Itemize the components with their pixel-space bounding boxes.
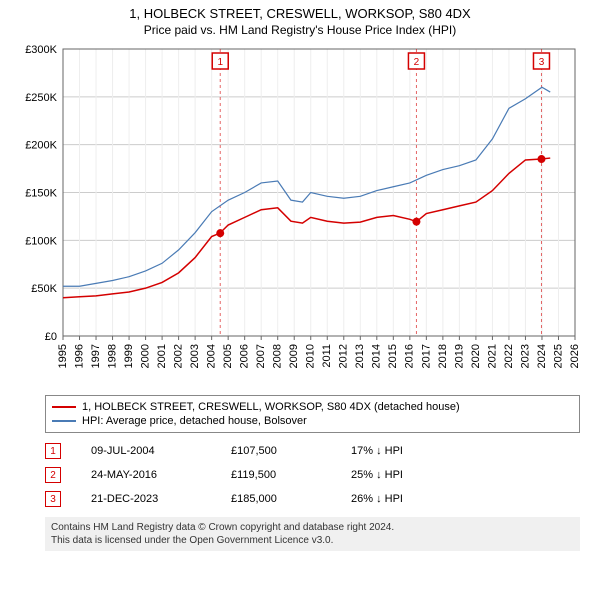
legend-label: HPI: Average price, detached house, Bols… [82,415,307,427]
legend: 1, HOLBECK STREET, CRESWELL, WORKSOP, S8… [45,395,580,433]
svg-text:2004: 2004 [206,344,218,368]
svg-text:3: 3 [539,57,545,68]
svg-text:1996: 1996 [73,344,85,368]
svg-text:2014: 2014 [371,344,383,368]
legend-label: 1, HOLBECK STREET, CRESWELL, WORKSOP, S8… [82,401,460,413]
svg-text:1995: 1995 [57,344,69,368]
svg-text:2003: 2003 [189,344,201,368]
svg-text:2005: 2005 [222,344,234,368]
footer-line: This data is licensed under the Open Gov… [51,534,574,547]
svg-text:2008: 2008 [272,344,284,368]
svg-text:2001: 2001 [156,344,168,368]
marker-badge: 1 [45,443,61,459]
svg-text:2018: 2018 [437,344,449,368]
sale-diff: 17% ↓ HPI [351,445,441,457]
svg-text:1998: 1998 [106,344,118,368]
svg-text:2011: 2011 [321,344,333,368]
footer-attribution: Contains HM Land Registry data © Crown c… [45,517,580,551]
svg-text:2017: 2017 [420,344,432,368]
chart-plot: £0 £50K £100K £150K £200K £250K £300K 1995 1996 1… [15,41,585,391]
svg-text:2020: 2020 [470,344,482,368]
svg-text:2013: 2013 [354,344,366,368]
sale-date: 09-JUL-2004 [91,445,201,457]
sale-price: £107,500 [231,445,321,457]
chart-title: 1, HOLBECK STREET, CRESWELL, WORKSOP, S8… [0,0,600,21]
svg-text:2007: 2007 [255,344,267,368]
sale-date: 21-DEC-2023 [91,493,201,505]
sale-diff: 25% ↓ HPI [351,469,441,481]
sales-row: 2 24-MAY-2016 £119,500 25% ↓ HPI [45,463,580,487]
svg-text:2: 2 [414,57,420,68]
svg-text:2002: 2002 [173,344,185,368]
sale-date: 24-MAY-2016 [91,469,201,481]
svg-text:2010: 2010 [305,344,317,368]
svg-text:£200K: £200K [25,140,57,152]
svg-text:2012: 2012 [338,344,350,368]
svg-text:2026: 2026 [569,344,581,368]
svg-text:£250K: £250K [25,92,57,104]
svg-text:2019: 2019 [453,344,465,368]
svg-text:1: 1 [217,57,223,68]
svg-text:2000: 2000 [139,344,151,368]
svg-text:2025: 2025 [552,344,564,368]
svg-text:£0: £0 [45,331,57,343]
sale-diff: 26% ↓ HPI [351,493,441,505]
sale-price: £185,000 [231,493,321,505]
svg-text:1999: 1999 [123,344,135,368]
svg-text:2006: 2006 [239,344,251,368]
svg-text:2023: 2023 [519,344,531,368]
svg-text:2009: 2009 [288,344,300,368]
sales-row: 1 09-JUL-2004 £107,500 17% ↓ HPI [45,439,580,463]
sale-price: £119,500 [231,469,321,481]
legend-item: HPI: Average price, detached house, Bols… [52,414,573,428]
marker-badge: 3 [45,491,61,507]
svg-text:2016: 2016 [404,344,416,368]
chart-subtitle: Price paid vs. HM Land Registry's House … [0,21,600,41]
svg-text:£300K: £300K [25,44,57,56]
svg-text:2015: 2015 [387,344,399,368]
svg-text:2022: 2022 [503,344,515,368]
legend-swatch [52,420,76,422]
svg-text:£100K: £100K [25,235,57,247]
marker-badge: 2 [45,467,61,483]
sales-table: 1 09-JUL-2004 £107,500 17% ↓ HPI 2 24-MA… [45,439,580,511]
svg-text:£50K: £50K [31,283,57,295]
sales-row: 3 21-DEC-2023 £185,000 26% ↓ HPI [45,487,580,511]
legend-item: 1, HOLBECK STREET, CRESWELL, WORKSOP, S8… [52,400,573,414]
footer-line: Contains HM Land Registry data © Crown c… [51,521,574,534]
chart-svg: £0 £50K £100K £150K £200K £250K £300K 1995 1996 1… [15,41,585,391]
chart-container: 1, HOLBECK STREET, CRESWELL, WORKSOP, S8… [0,0,600,590]
svg-text:2021: 2021 [486,344,498,368]
legend-swatch [52,406,76,408]
svg-text:£150K: £150K [25,188,57,200]
svg-text:2024: 2024 [536,344,548,368]
svg-text:1997: 1997 [90,344,102,368]
